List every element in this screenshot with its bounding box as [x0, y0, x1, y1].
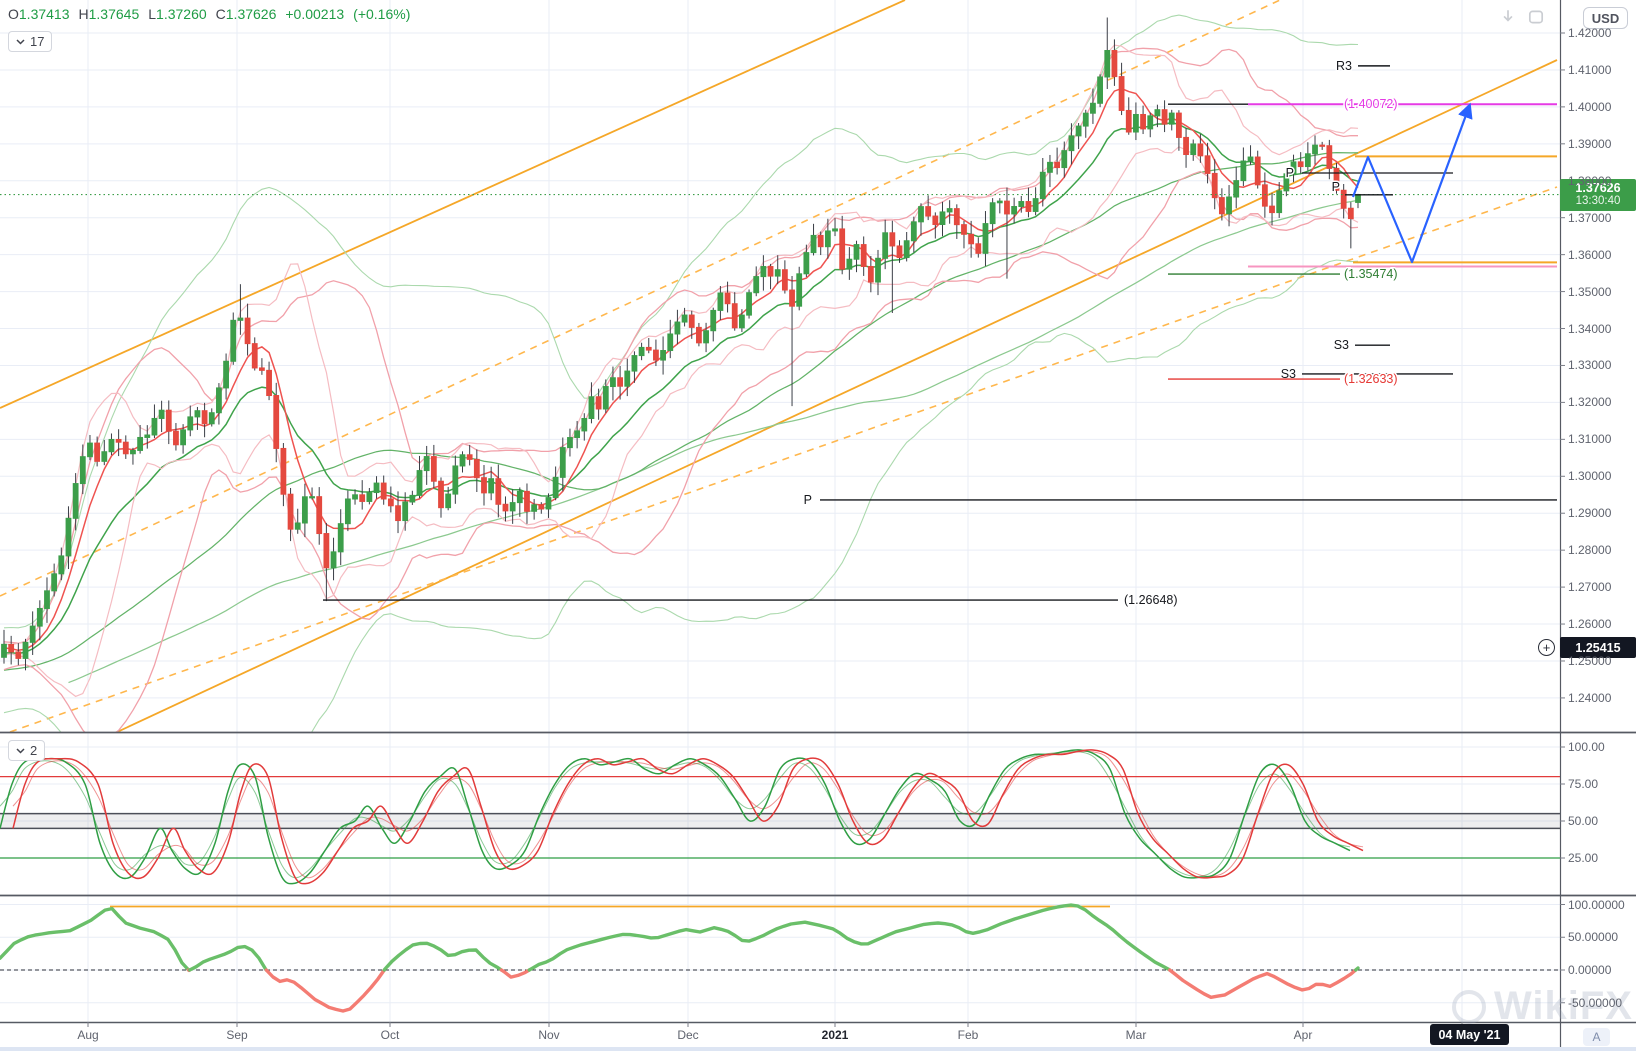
currency-badge[interactable]: USD — [1583, 7, 1628, 29]
indicators-collapse-button[interactable]: 17 — [8, 31, 53, 52]
indicator1-axis-label: 25.00 — [1568, 851, 1599, 865]
download-arrow-icon[interactable] — [1499, 8, 1517, 26]
momentum-panel[interactable] — [0, 896, 1560, 1022]
change-percent: (+0.16%) — [353, 6, 411, 22]
chart-toolbar-icons — [1499, 8, 1545, 26]
low-value: 1.37260 — [156, 6, 207, 22]
watermark-text: WikiFX — [1494, 984, 1633, 1028]
open-label: O — [8, 6, 19, 22]
crosshair-price-badge: 1.25415 — [1560, 637, 1636, 658]
price-axis-label: 1.29000 — [1568, 506, 1612, 521]
level-label: (1.40072) — [1344, 97, 1398, 111]
indicator1-axis-label: 50.00 — [1568, 814, 1599, 828]
high-label: H — [78, 6, 89, 22]
watermark: WikiFX — [1452, 984, 1633, 1029]
time-axis-label: Oct — [380, 1028, 400, 1042]
level-label: P — [1332, 180, 1340, 194]
indicator2-axis-label: 100.00000 — [1568, 897, 1625, 912]
price-axis-label: 1.42000 — [1568, 26, 1612, 40]
indicator2-axis-label: 0.00000 — [1568, 963, 1612, 977]
indicator2-axis-label: -50.00000 — [1568, 995, 1623, 1010]
last-price-badge[interactable]: 1.37626 13:30:40 — [1560, 179, 1636, 211]
time-axis-label: Nov — [538, 1028, 560, 1042]
chevron-down-icon — [16, 38, 25, 45]
level-label: R3 — [1336, 59, 1352, 73]
zigzag-projection-drawing[interactable] — [1351, 102, 1473, 264]
time-axis-label: Apr — [1293, 1028, 1313, 1042]
axis-settings-button[interactable]: A — [1583, 1028, 1610, 1046]
watermark-logo-icon — [1452, 989, 1486, 1024]
bar-countdown: 13:30:40 — [1575, 195, 1621, 208]
indicator1-axis-label: 75.00 — [1568, 777, 1599, 791]
close-value: 1.37626 — [225, 6, 277, 22]
time-axis-label: Mar — [1125, 1028, 1147, 1042]
low-label: L — [148, 6, 157, 22]
price-axis-label: 1.37000 — [1568, 210, 1612, 225]
level-label: (1.26648) — [1124, 593, 1178, 607]
chevron-down-icon — [16, 747, 25, 754]
add-alert-plus-button[interactable]: + — [1538, 639, 1555, 656]
price-axis-label: 1.30000 — [1568, 469, 1612, 484]
price-axis-label: 1.38000 — [1568, 173, 1612, 188]
price-axis-label: 1.34000 — [1568, 321, 1612, 336]
level-label: S3 — [1281, 367, 1296, 381]
indicator1-axis-label: 100.00 — [1568, 740, 1605, 754]
price-axis-label: 1.27000 — [1568, 580, 1612, 595]
time-axis-label: Dec — [677, 1028, 699, 1042]
panel1-collapse-button[interactable]: 2 — [8, 740, 46, 761]
ohlc-legend: O 1.37413 H 1.37645 L 1.37260 C 1.37626 +0.0… — [8, 6, 410, 22]
price-axis-label: 1.41000 — [1568, 62, 1612, 77]
price-axis-label: 1.40000 — [1568, 99, 1612, 114]
fullscreen-icon[interactable] — [1527, 8, 1545, 26]
price-axis-label: 1.31000 — [1568, 432, 1612, 447]
high-value: 1.37645 — [88, 6, 140, 22]
time-axis-label: 2021 — [821, 1028, 849, 1042]
time-axis-label: Aug — [77, 1028, 99, 1042]
price-axis-label: 1.33000 — [1568, 358, 1612, 373]
price-axis-label: 1.39000 — [1568, 136, 1612, 151]
price-axis-label: 1.28000 — [1568, 543, 1612, 558]
time-axis-label: Sep — [226, 1028, 248, 1042]
level-label: (1.32633) — [1344, 372, 1398, 386]
level-label: P — [1286, 166, 1294, 180]
time-axis-label: Feb — [957, 1028, 979, 1042]
last-price: 1.37626 — [1575, 181, 1621, 195]
change-value: +0.00213 — [285, 6, 345, 22]
price-axis-label: 1.26000 — [1568, 617, 1612, 632]
price-axis-label: 1.32000 — [1568, 395, 1612, 410]
main-price-panel[interactable]: R3 (1.40072) P P (1.35474) S3 S3 (1.32633) P (1.2… — [0, 0, 1560, 850]
price-axis-label: 1.25000 — [1568, 653, 1612, 668]
crosshair-date-badge: 04 May '21 — [1430, 1024, 1509, 1045]
level-label: P — [804, 493, 812, 507]
stochastic-panel[interactable] — [0, 733, 1560, 895]
level-label: S3 — [1334, 338, 1349, 352]
level-label: (1.35474) — [1344, 267, 1398, 281]
indicators-count: 17 — [30, 34, 45, 49]
candles — [1, 17, 1361, 671]
price-axis-label: 1.36000 — [1568, 247, 1612, 262]
close-label: C — [215, 6, 226, 22]
open-value: 1.37413 — [18, 6, 70, 22]
price-axis-label: 1.24000 — [1568, 690, 1612, 705]
price-axis-label: 1.35000 — [1568, 284, 1612, 299]
indicator2-axis-label: 50.00000 — [1568, 930, 1619, 945]
panel1-count: 2 — [30, 743, 38, 758]
